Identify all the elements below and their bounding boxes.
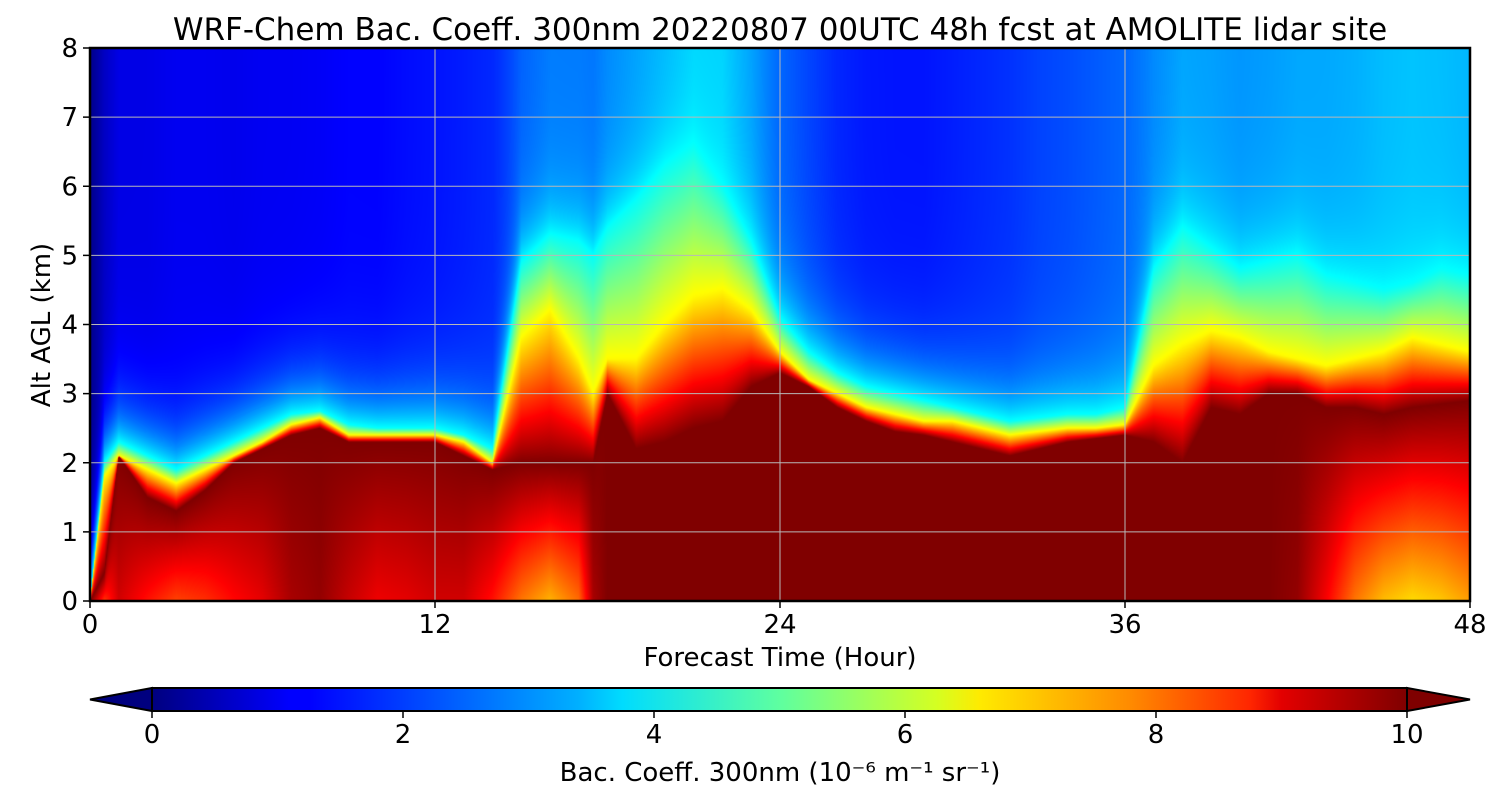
x-axis: 0 12 24 36 48 xyxy=(82,601,1487,640)
y-axis-label: Alt AGL (km) xyxy=(27,243,57,407)
x-tick-label: 36 xyxy=(1108,610,1141,640)
colorbar-ramp xyxy=(151,687,1408,712)
colorbar-tick-label: 6 xyxy=(897,720,914,750)
colorbar-extend-high xyxy=(1406,686,1471,713)
y-tick-label: 7 xyxy=(61,103,78,133)
plot-area xyxy=(88,46,1472,603)
gridlines xyxy=(90,48,1470,601)
y-tick-label: 6 xyxy=(61,172,78,202)
y-tick-label: 5 xyxy=(61,241,78,271)
colorbar: 0 2 4 6 8 10 Bac. Coeff. 300nm (10⁻⁶ m⁻¹ sr⁻¹… xyxy=(89,686,1471,788)
colorbar-tick-label: 10 xyxy=(1390,720,1423,750)
x-tick-label: 48 xyxy=(1453,610,1486,640)
colorbar-extend-low xyxy=(89,686,153,713)
colorbar-tick-label: 8 xyxy=(1148,720,1165,750)
x-tick-label: 12 xyxy=(418,610,451,640)
colorbar-label: Bac. Coeff. 300nm (10⁻⁶ m⁻¹ sr⁻¹) xyxy=(560,758,1001,788)
x-tick-label: 0 xyxy=(82,610,99,640)
colorbar-ticks: 0 2 4 6 8 10 xyxy=(144,711,1424,750)
colorbar-tick-label: 4 xyxy=(646,720,663,750)
y-tick-label: 1 xyxy=(61,518,78,548)
y-tick-label: 4 xyxy=(61,311,78,341)
colorbar-tick-label: 0 xyxy=(144,720,161,750)
colorbar-tick-label: 2 xyxy=(395,720,412,750)
y-tick-label: 8 xyxy=(61,34,78,64)
y-axis: 0 1 2 3 4 5 6 7 8 xyxy=(61,34,90,617)
x-axis-label: Forecast Time (Hour) xyxy=(643,643,916,673)
y-tick-label: 2 xyxy=(61,449,78,479)
y-tick-label: 3 xyxy=(61,380,78,410)
x-tick-label: 24 xyxy=(763,610,796,640)
chart-title: WRF-Chem Bac. Coeff. 300nm 20220807 00UT… xyxy=(173,12,1387,48)
y-tick-label: 0 xyxy=(61,587,78,617)
